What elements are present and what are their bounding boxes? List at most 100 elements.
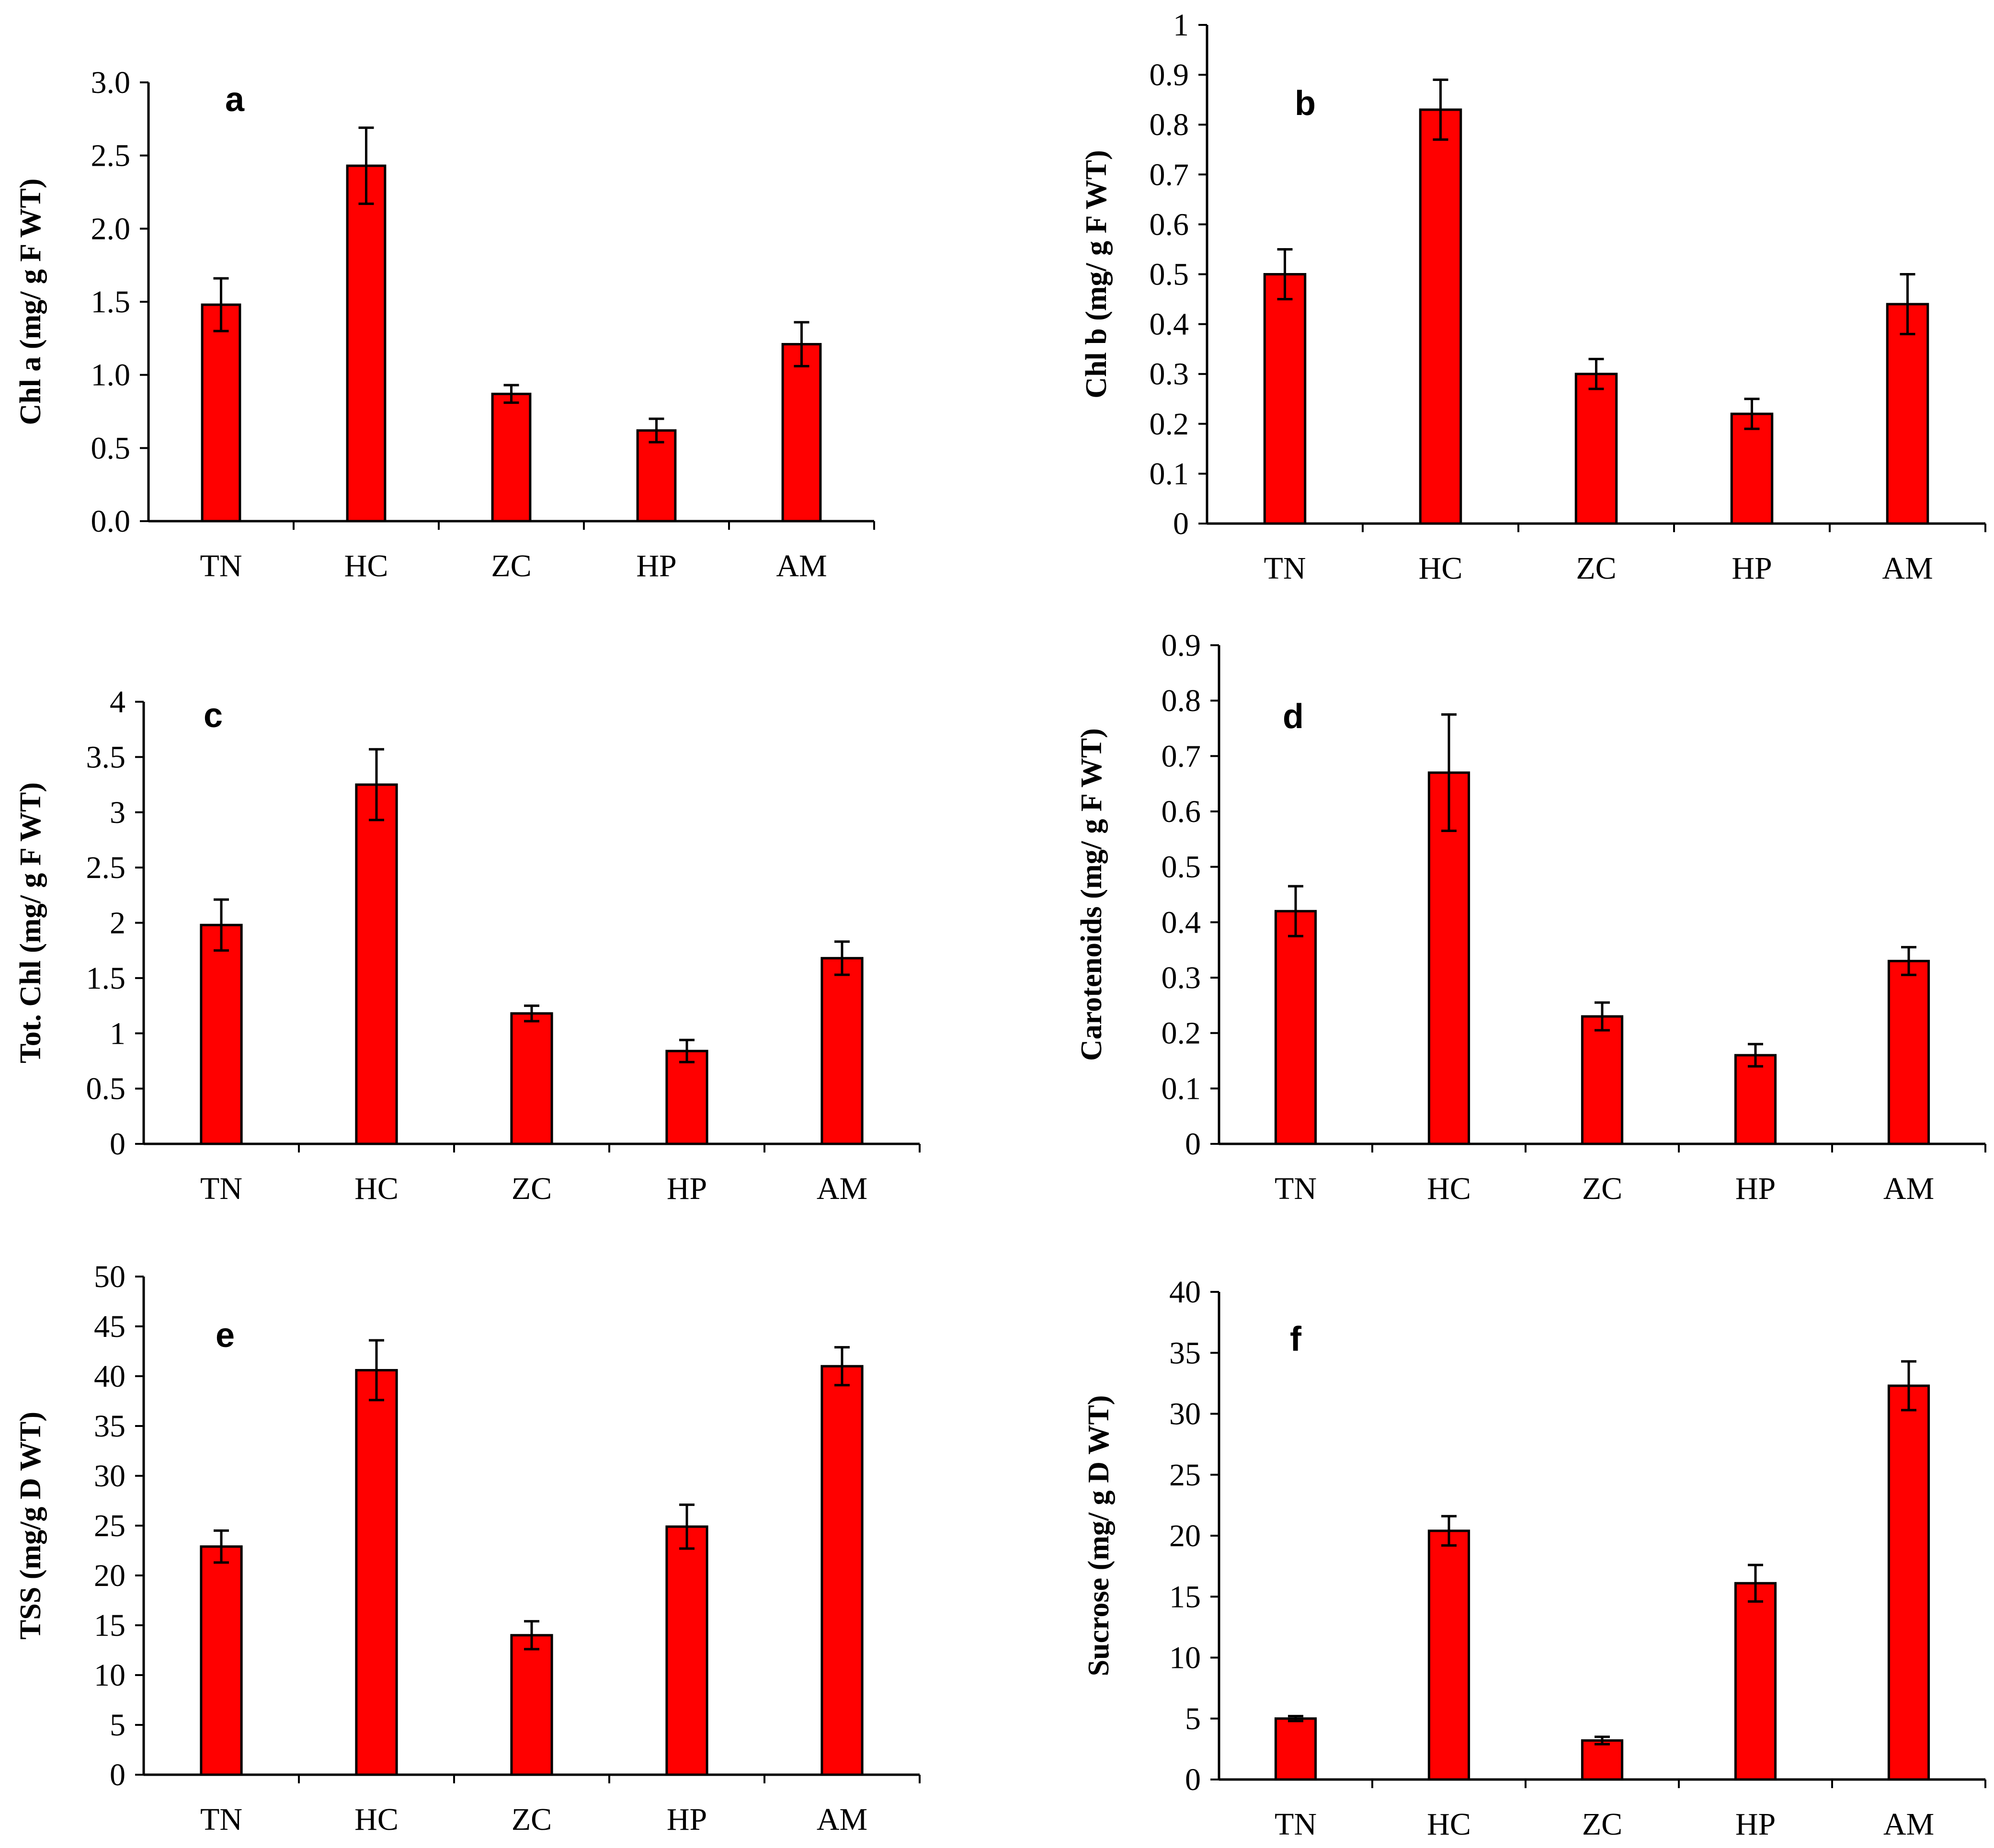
category-label: HC	[354, 1802, 399, 1837]
y-tick-label: 40	[94, 1359, 125, 1394]
y-tick-label: 0.1	[1150, 456, 1189, 491]
y-tick-label: 0.4	[1150, 307, 1189, 342]
bar-zc	[1581, 1015, 1624, 1145]
y-axis-title: Tot. Chl (mg/ g F WT)	[14, 782, 47, 1063]
y-tick-label: 2.5	[86, 850, 126, 885]
category-label: ZC	[512, 1802, 552, 1837]
category-label: AM	[776, 548, 827, 583]
y-tick-label: 1	[110, 1016, 125, 1051]
error-bar-hc	[369, 748, 384, 821]
bar-hp	[665, 1049, 708, 1145]
error-bar-hc	[1441, 713, 1457, 832]
y-tick-label: 15	[94, 1608, 125, 1643]
chart-panel-b: 0 0.1 0.2 0.3 0.4 0.5 0.6 0.7 0.8 0.9 1 TN HC ZC HP AM C…	[1080, 8, 1986, 586]
y-tick-label: 0.7	[1150, 157, 1189, 192]
category-label: TN	[200, 1802, 242, 1837]
chart-panel-a: 0.0 0.5 1.0 1.5 2.0 2.5 3.0 TN HC ZC HP AM Chl a (mg…	[14, 65, 875, 583]
bar-zc	[1581, 1739, 1624, 1781]
y-tick-label: 30	[94, 1459, 125, 1494]
error-bar-am	[1900, 273, 1915, 335]
category-label: TN	[1264, 551, 1306, 586]
category-label: HC	[354, 1171, 399, 1206]
error-bar-hc	[1433, 79, 1448, 141]
y-tick-label: 0	[110, 1127, 125, 1162]
y-tick-label: 0.2	[1150, 407, 1189, 442]
bar-zc	[510, 1634, 553, 1776]
category-label: HP	[636, 548, 676, 583]
y-tick-label: 15	[1169, 1579, 1201, 1614]
category-label: ZC	[1576, 551, 1616, 586]
y-tick-label: 0.9	[1150, 57, 1189, 92]
chart-panel-f: 0 5 10 15 20 25 30 35 40 TN HC ZC HP AM Sucrose (mg/ g…	[1082, 1275, 1986, 1842]
bar-tn	[200, 924, 243, 1145]
bar-hp	[1734, 1054, 1777, 1145]
y-axis-title: Chl b (mg/ g F WT)	[1080, 150, 1113, 398]
y-tick-label: 0.9	[1162, 628, 1201, 663]
y-tick-label: 2.5	[91, 138, 131, 173]
y-tick-label: 0.6	[1162, 794, 1201, 829]
y-tick-label: 1.5	[91, 285, 131, 319]
y-tick-label: 30	[1169, 1397, 1201, 1432]
bar-hp	[1730, 412, 1774, 525]
bar-tn	[1263, 273, 1307, 525]
y-tick-label: 0.4	[1162, 905, 1201, 940]
error-bar-hc	[1441, 1515, 1457, 1547]
error-bar-am	[1901, 946, 1916, 976]
y-axis-title: Chl a (mg/ g F WT)	[14, 179, 47, 425]
panel-letter: a	[225, 80, 245, 119]
category-label: HP	[1735, 1807, 1776, 1842]
y-tick-label: 0.3	[1150, 357, 1189, 392]
category-label: AM	[1883, 1171, 1934, 1206]
bar-tn	[200, 1545, 243, 1776]
category-label: ZC	[1582, 1807, 1622, 1842]
error-bar-hp	[1744, 398, 1760, 430]
bar-hc	[346, 164, 387, 523]
panel-letter: b	[1295, 84, 1316, 123]
y-tick-label: 0.5	[86, 1072, 126, 1107]
bar-am	[781, 343, 822, 523]
bar-zc	[1574, 373, 1618, 525]
y-tick-label: 3.0	[91, 65, 131, 100]
y-tick-label: 25	[94, 1508, 125, 1543]
y-tick-label: 4	[110, 684, 125, 719]
bar-zc	[510, 1012, 553, 1145]
category-label: HP	[1735, 1171, 1776, 1206]
y-axis-title: TSS (mg/g D WT)	[14, 1412, 47, 1640]
y-tick-label: 0.1	[1162, 1071, 1201, 1106]
category-label: HP	[1732, 551, 1772, 586]
y-tick-label: 20	[94, 1558, 125, 1593]
y-tick-label: 0	[1173, 506, 1189, 541]
error-bar-zc	[1588, 357, 1604, 390]
bar-hc	[1427, 771, 1470, 1145]
error-bar-hc	[369, 1339, 384, 1402]
y-tick-label: 50	[94, 1259, 125, 1294]
category-label: AM	[1882, 551, 1933, 586]
error-bar-am	[834, 1346, 850, 1387]
y-tick-label: 1	[1173, 8, 1189, 43]
bar-tn	[201, 303, 241, 523]
error-bar-tn	[1288, 1715, 1303, 1723]
y-tick-label: 0.8	[1162, 684, 1201, 719]
y-tick-label: 35	[1169, 1335, 1201, 1370]
error-bar-am	[1901, 1360, 1916, 1412]
error-bar-zc	[524, 1620, 539, 1651]
category-label: HC	[1427, 1171, 1471, 1206]
y-tick-label: 10	[1169, 1641, 1201, 1676]
chart-panel-c: 0 0.5 1 1.5 2 2.5 3 3.5 4 TN HC ZC HP AM Tot. Chl (mg/…	[14, 684, 921, 1206]
bar-hc	[1419, 108, 1462, 525]
bar-hp	[665, 1525, 708, 1776]
error-bar-zc	[1595, 1001, 1610, 1032]
y-tick-label: 0	[110, 1757, 125, 1792]
bar-am	[1887, 959, 1930, 1145]
y-tick-label: 0	[1185, 1762, 1201, 1797]
error-bar-hc	[358, 126, 374, 205]
bar-hc	[355, 1369, 398, 1776]
y-tick-label: 0.6	[1150, 207, 1189, 242]
category-label: ZC	[491, 548, 531, 583]
error-bar-hp	[679, 1038, 695, 1063]
y-tick-label: 0.0	[91, 504, 131, 539]
category-label: HP	[667, 1171, 707, 1206]
bar-am	[1887, 1384, 1930, 1781]
chart-panel-d: 0 0.1 0.2 0.3 0.4 0.5 0.6 0.7 0.8 0.9 TN HC ZC HP AM Ca…	[1075, 628, 1986, 1206]
